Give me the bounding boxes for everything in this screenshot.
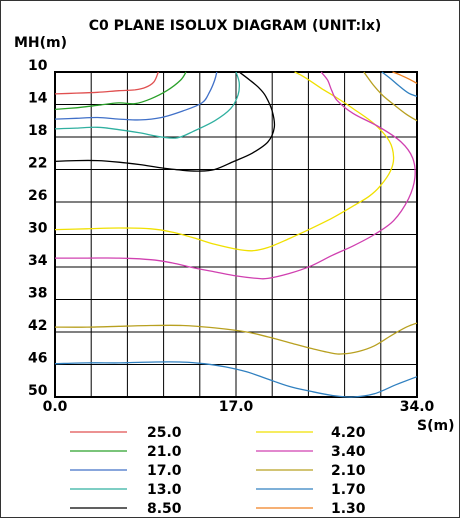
legend-label: 4.20 [331,425,366,441]
isolux-line-1-30 [392,71,418,84]
isolux-line-21-0 [54,71,187,111]
x-tick-label: 0.0 [43,399,68,415]
isolux-line-25-0 [54,71,159,95]
y-tick-label: 30 [28,221,48,237]
legend-label: 1.30 [331,501,366,517]
chart-title: C0 PLANE ISOLUX DIAGRAM (UNIT:lx) [89,18,382,34]
y-tick-label: 26 [28,188,47,204]
y-tick-label: 42 [28,318,47,334]
y-tick-label: 46 [28,351,47,367]
x-tick-labels: 0.0 17.0 34.0 [43,399,435,415]
legend-label: 2.10 [331,463,366,479]
legend-label: 3.40 [331,444,366,460]
legend-label: 8.50 [147,501,182,517]
isolux-line-secondary [363,71,418,122]
legend-label: 1.70 [331,482,366,498]
y-tick-label: 14 [28,91,48,107]
x-tick-label: 34.0 [400,399,435,415]
isolux-line-4-20 [54,71,395,252]
x-tick-label: 17.0 [219,399,254,415]
isolux-line-3-40 [54,71,416,280]
y-tick-label: 18 [28,123,47,139]
y-tick-label: 22 [28,156,47,172]
isolux-line-17-0 [54,71,218,121]
isolux-line-1-70 [54,361,418,398]
isolux-line-8-50 [54,71,276,172]
legend-label: 13.0 [147,482,182,498]
legend: 25.0 21.0 17.0 13.0 8.50 4.20 3.40 2.10 1.70 1.30 [70,425,366,517]
x-axis-label: S(m) [417,418,454,434]
y-tick-labels: 10 14 18 22 26 30 34 38 42 46 50 [28,58,48,399]
legend-label: 25.0 [147,425,182,441]
legend-label: 17.0 [147,463,182,479]
y-tick-label: 34 [28,253,48,269]
grid [54,71,418,398]
y-axis-label: MH(m) [14,35,67,51]
legend-label: 21.0 [147,444,182,460]
y-tick-label: 10 [28,58,48,74]
y-tick-label: 38 [28,286,47,302]
isolux-line-2-10 [54,322,418,355]
isolux-contours [54,71,418,398]
isolux-line-13-0 [54,71,241,139]
y-tick-label: 50 [28,383,48,399]
isolux-line-secondary [381,71,418,98]
